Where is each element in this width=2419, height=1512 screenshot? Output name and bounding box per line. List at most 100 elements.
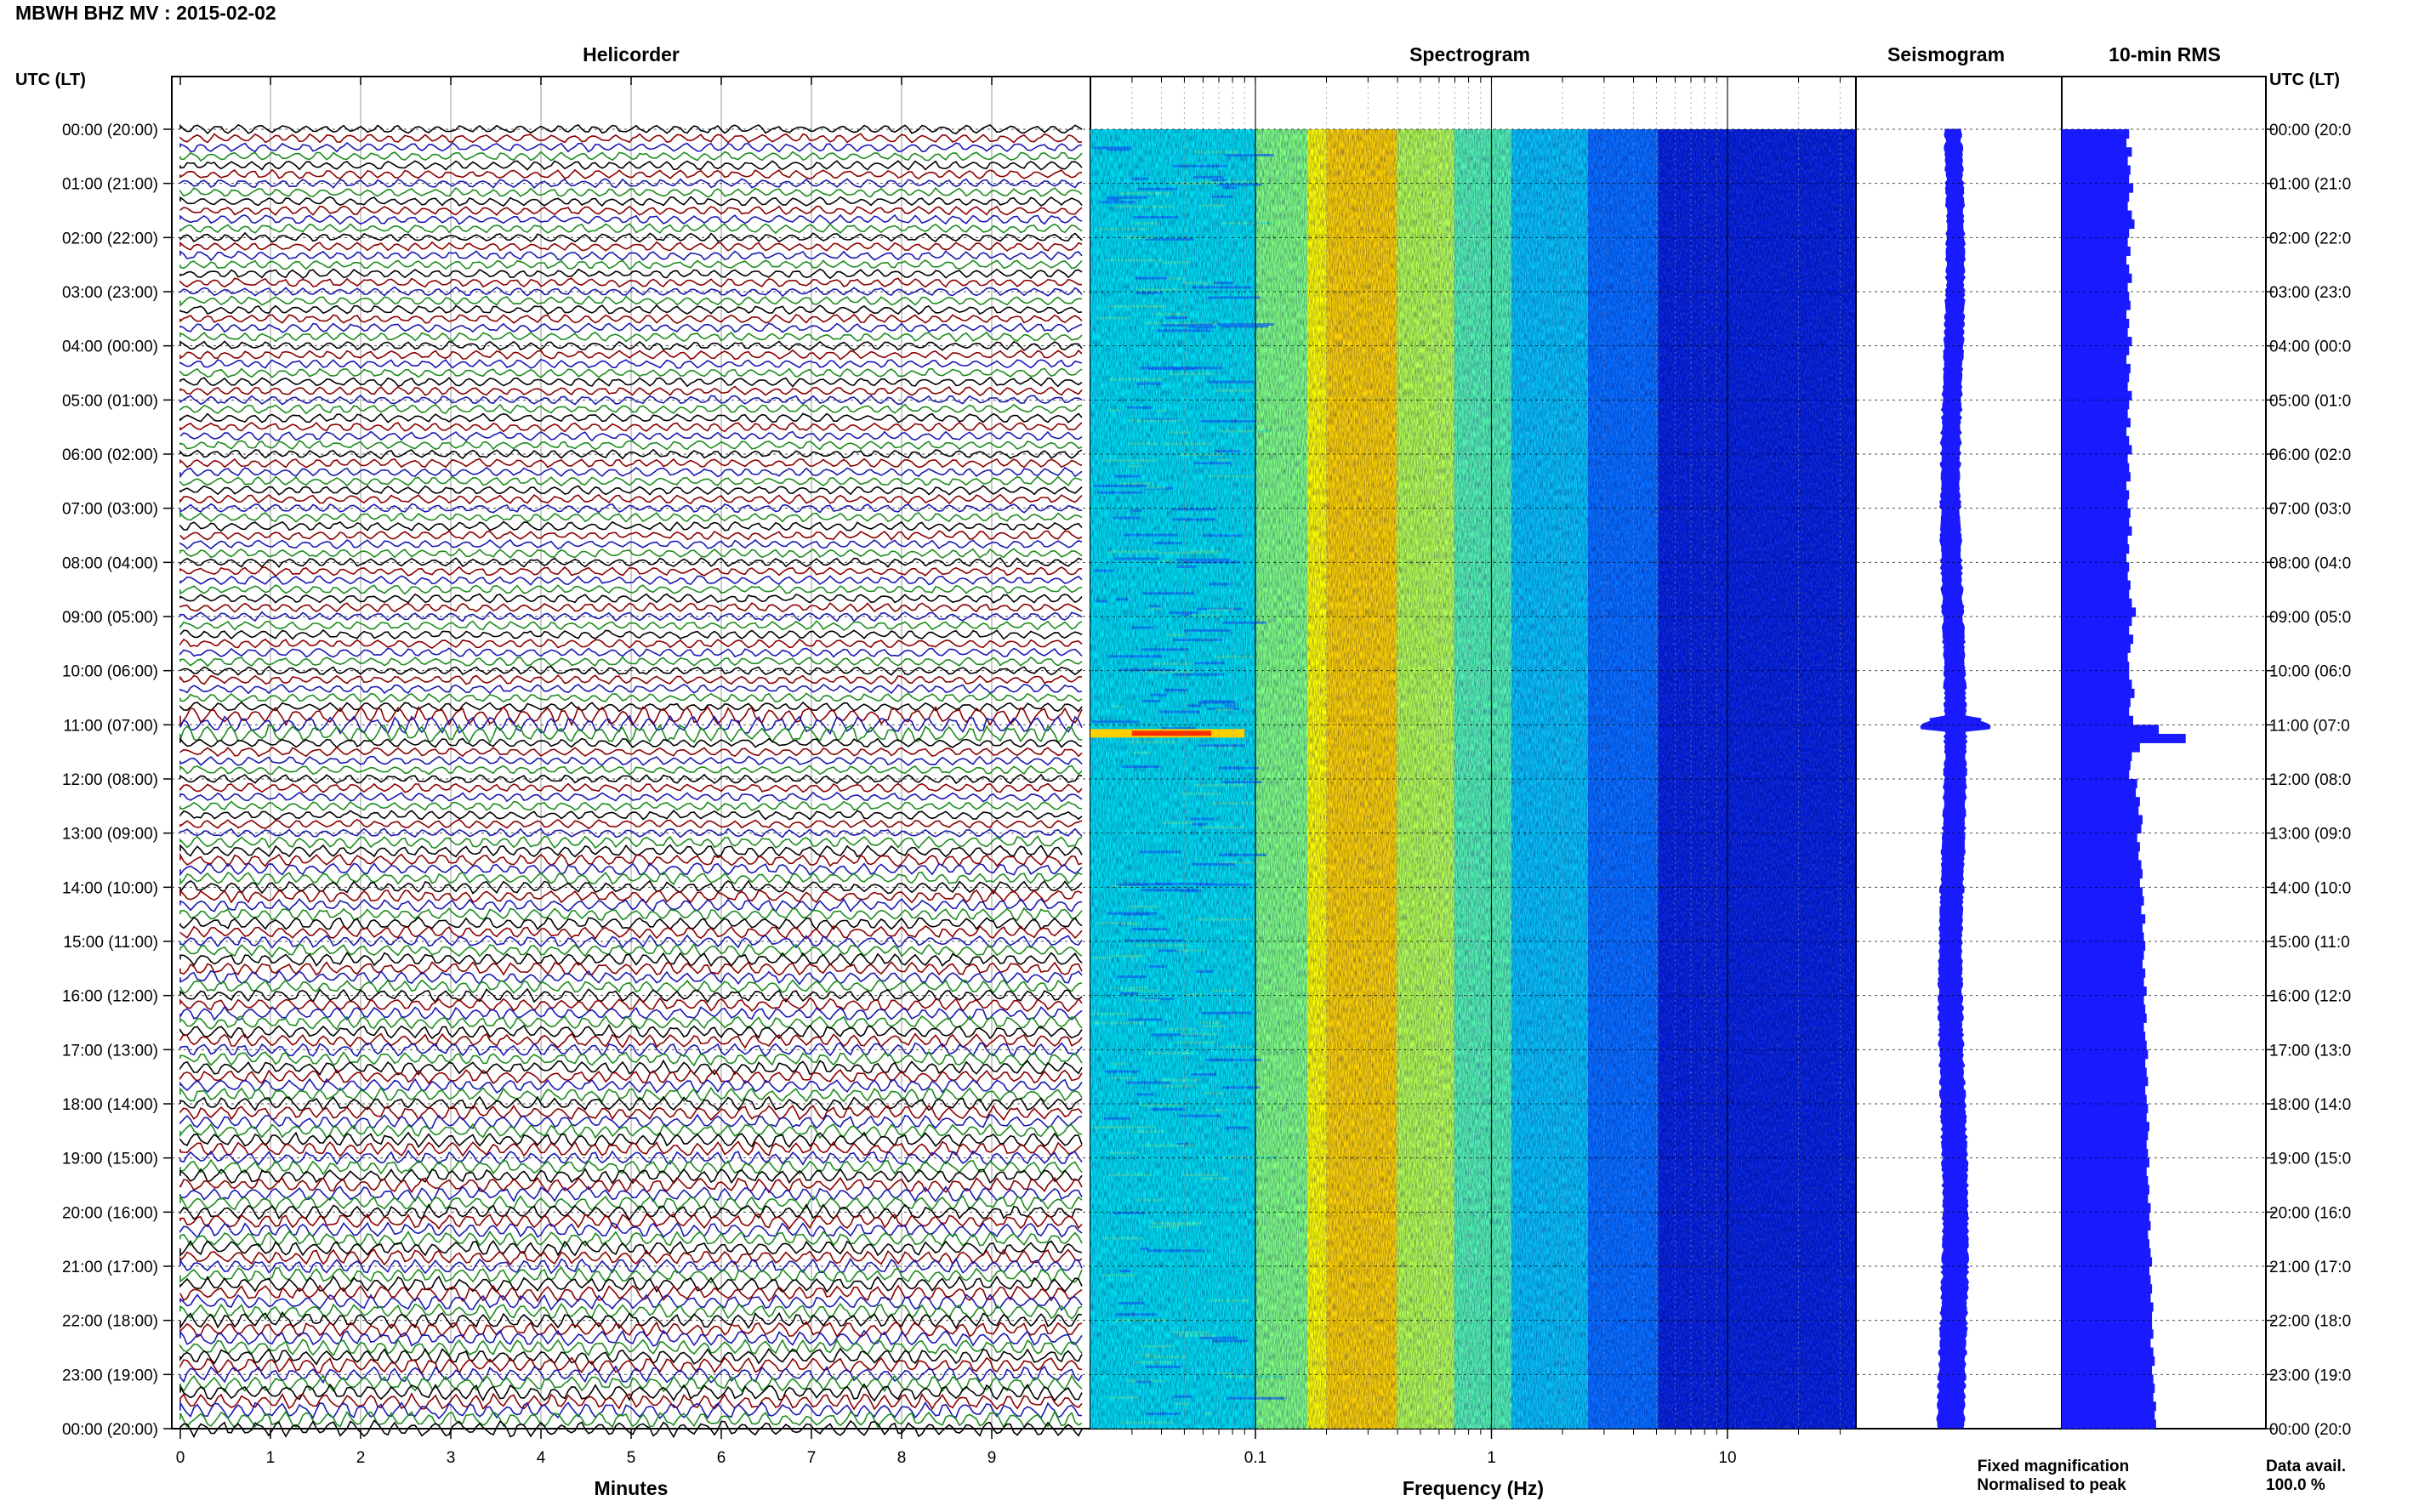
helicorder-trace [179, 674, 1082, 685]
helicorder-trace [179, 530, 1083, 541]
rms-bar [2062, 1220, 2151, 1231]
rms-bar [2062, 246, 2131, 256]
helicorder-trace [179, 844, 1083, 859]
helicorder-trace [179, 1194, 1083, 1212]
rms-bar [2062, 1257, 2153, 1267]
helicorder-trace [179, 810, 1083, 821]
rms-bar [2062, 733, 2186, 743]
helicorder-trace [179, 1023, 1083, 1040]
helicorder-trace [179, 714, 1083, 736]
helicorder-trace [179, 421, 1083, 433]
helicorder-trace [179, 800, 1083, 812]
rms-bar [2062, 1239, 2149, 1249]
time-label-left: 08:00 (04:00) [62, 554, 158, 572]
rms-bar [2062, 472, 2131, 482]
helicorder-trace [179, 1149, 1083, 1167]
seismogram-panel [1855, 76, 2063, 1430]
rms-bar [2062, 634, 2133, 645]
minute-tick-label: 1 [266, 1449, 276, 1467]
rms-bar [2062, 174, 2130, 185]
helicorder-trace [179, 1409, 1083, 1430]
helicorder-trace [179, 223, 1083, 235]
helicorder-trace [179, 889, 1083, 904]
rms-bar [2062, 363, 2131, 373]
helicorder-trace [179, 1400, 1083, 1420]
helicorder-trace [179, 692, 1083, 703]
rms-bar [2062, 1167, 2147, 1177]
helicorder-trace [179, 852, 1083, 867]
rms-bar [2062, 1140, 2147, 1150]
helicorder-trace [179, 160, 1083, 171]
rms-bar [2062, 932, 2144, 942]
helicorder-trace [179, 1050, 1083, 1067]
rms-bar [2062, 535, 2128, 545]
rms-bar [2062, 156, 2128, 166]
helicorder-trace [179, 241, 1083, 252]
helicorder-trace [179, 1374, 1083, 1393]
time-label-left: 05:00 (01:00) [62, 392, 158, 410]
rms-bar [2062, 1040, 2147, 1050]
rms-bar [2062, 679, 2132, 690]
frequency-axis-label: Frequency (Hz) [1403, 1477, 1544, 1499]
minute-tick-label: 9 [988, 1449, 997, 1467]
rms-bar [2062, 1194, 2149, 1204]
rms-bar [2062, 400, 2130, 410]
time-label-right: 00:00 (20:0 [2269, 122, 2351, 139]
time-label-right: 15:00 (11:0 [2269, 934, 2350, 952]
helicorder-trace [179, 1042, 1083, 1058]
helicorder-trace [179, 331, 1083, 343]
rms-bar [2062, 508, 2131, 518]
rms-bar [2062, 337, 2132, 347]
rms-bar [2062, 1104, 2149, 1114]
helicorder-trace [179, 897, 1083, 913]
time-label-right: 08:00 (04:0 [2269, 554, 2351, 572]
helicorder-trace [179, 1257, 1083, 1275]
rms-bar [2062, 842, 2140, 852]
rms-bar [2062, 1077, 2149, 1087]
helicorder-trace [179, 755, 1083, 767]
rms-bar [2062, 1013, 2147, 1023]
helicorder-trace [179, 746, 1083, 758]
rms-bar [2062, 1212, 2149, 1222]
time-label-left: 21:00 (17:00) [62, 1259, 158, 1276]
time-label-left: 11:00 (07:00) [63, 717, 158, 735]
rms-bar [2062, 697, 2131, 708]
rms-bar [2062, 598, 2132, 608]
spectrogram-event [1131, 730, 1212, 736]
time-label-left: 16:00 (12:00) [62, 988, 158, 1006]
helicorder-trace [179, 133, 1083, 144]
helicorder-trace [179, 827, 1083, 838]
helicorder-trace [179, 952, 1083, 968]
rms-bar [2062, 1094, 2147, 1105]
minute-tick-label: 0 [176, 1449, 185, 1467]
time-label-right: 14:00 (10:0 [2269, 879, 2351, 897]
rms-bar [2062, 607, 2137, 617]
time-label-right: 05:00 (01:0 [2269, 392, 2351, 410]
time-label-right: 18:00 (14:0 [2269, 1096, 2351, 1114]
rms-bar [2062, 1149, 2149, 1159]
rms-bar [2062, 1374, 2154, 1384]
helicorder-trace [179, 250, 1083, 262]
rms-bar [2062, 1032, 2146, 1042]
rms-bar [2062, 707, 2130, 717]
rms-bar [2062, 1320, 2153, 1330]
rms-bar [2062, 372, 2130, 383]
rms-bar [2062, 1302, 2154, 1312]
rms-bar [2062, 300, 2131, 310]
helicorder-trace [179, 1104, 1083, 1122]
time-label-left: 03:00 (23:00) [62, 284, 158, 302]
time-label-right: 03:00 (23:0 [2269, 284, 2351, 302]
helicorder-trace [179, 1213, 1083, 1231]
helicorder-trace [179, 1275, 1083, 1293]
helicorder-trace [179, 231, 1083, 243]
helicorder-trace [179, 773, 1083, 785]
rms-bar [2062, 1122, 2149, 1132]
helicorder-trace [179, 638, 1083, 650]
helicorder-trace [179, 736, 1083, 749]
helicorder-trace [179, 1329, 1083, 1347]
rms-bar [2062, 1230, 2149, 1240]
time-label-right: 20:00 (16:0 [2269, 1204, 2351, 1222]
rms-bar [2062, 1338, 2151, 1348]
rms-bar [2062, 435, 2130, 446]
